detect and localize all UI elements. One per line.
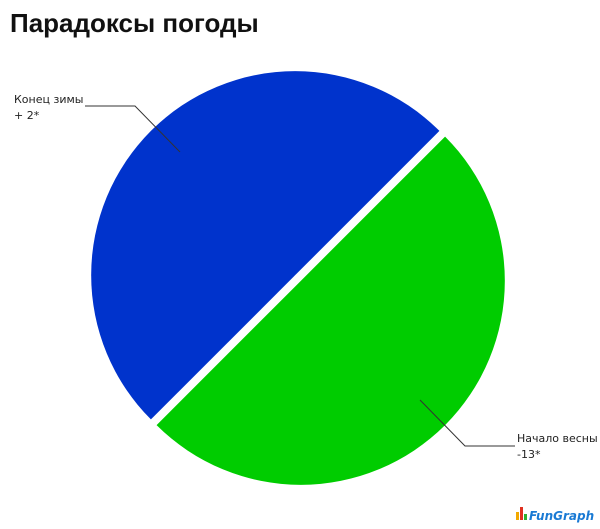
logo-text: FunGraph: [529, 509, 594, 523]
pie-slice-0: [91, 71, 440, 420]
slice-value-0: + 2*: [14, 109, 40, 122]
leader-line-0: [85, 105, 181, 153]
slice-label-1: Начало весны: [517, 432, 598, 445]
slice-label-0: Конец зимы: [14, 93, 83, 106]
slice-value-1: -13*: [517, 448, 541, 461]
pie-slice-1: [156, 136, 505, 485]
fungraph-logo: FunGraph: [516, 507, 594, 523]
leader-line-1: [419, 399, 515, 447]
chart-title: Парадоксы погоды: [10, 8, 259, 38]
